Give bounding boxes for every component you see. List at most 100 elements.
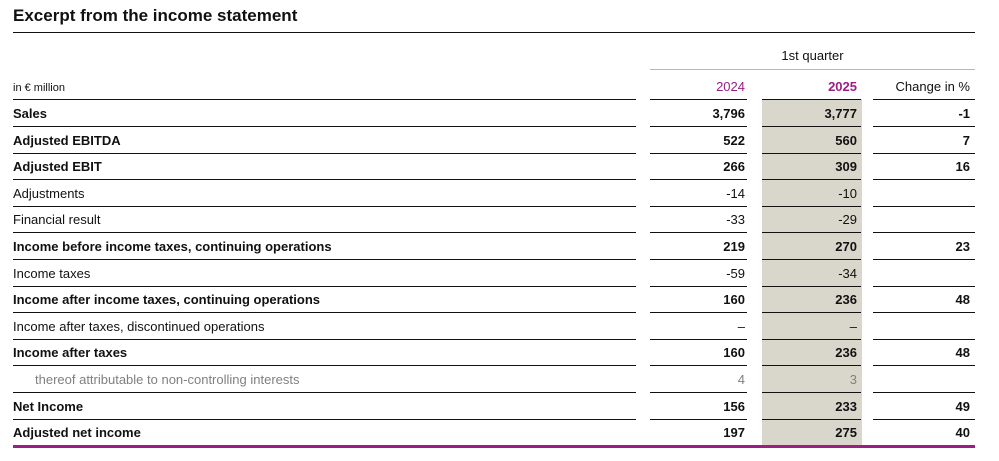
row-divider <box>873 179 975 181</box>
row-divider <box>873 126 975 127</box>
value-change: 40 <box>955 425 970 441</box>
value-2024: 160 <box>723 345 745 361</box>
row-divider <box>873 259 975 260</box>
period-label: 1st quarter <box>781 48 844 63</box>
value-2025: 560 <box>835 132 857 148</box>
title-divider <box>13 32 975 33</box>
row-divider <box>650 179 747 181</box>
value-2024: 3,796 <box>712 106 745 121</box>
row-divider <box>762 126 861 127</box>
value-change: 48 <box>955 292 970 308</box>
value-2024: – <box>737 318 745 334</box>
table-row: Adjusted net income 197 275 40 <box>0 419 999 446</box>
row-divider <box>13 179 636 181</box>
row-label: Financial result <box>13 212 101 228</box>
row-label: Sales <box>13 106 47 121</box>
row-divider <box>873 232 975 234</box>
table-row: Income taxes -59 -34 <box>0 260 999 287</box>
row-divider <box>873 418 975 420</box>
row-divider <box>762 179 861 181</box>
value-2024: 4 <box>737 372 745 387</box>
table-row: Adjusted EBIT 266 309 16 <box>0 153 999 181</box>
value-2025: 275 <box>835 425 857 441</box>
row-divider <box>762 259 861 260</box>
row-divider <box>650 392 747 393</box>
value-change: 49 <box>955 398 970 414</box>
page-title: Excerpt from the income statement <box>13 6 298 25</box>
row-divider <box>13 259 636 260</box>
column-header-2025: 2025 <box>828 79 857 94</box>
row-label: Adjusted EBIT <box>13 159 102 175</box>
row-divider <box>13 152 636 154</box>
period-divider <box>650 69 975 70</box>
row-divider <box>762 392 861 393</box>
row-divider <box>13 285 636 287</box>
column-header-change: Change in % <box>895 79 970 94</box>
table-row: Adjusted EBITDA 522 560 7 <box>0 127 999 154</box>
row-divider <box>650 152 747 154</box>
row-divider <box>762 418 861 420</box>
row-divider <box>873 285 975 287</box>
row-divider <box>873 152 975 154</box>
row-divider <box>650 338 747 340</box>
table-row: thereof attributable to non-controlling … <box>0 366 999 393</box>
value-2025: -10 <box>838 185 857 201</box>
value-change: 23 <box>955 239 970 254</box>
row-label: Income before income taxes, continuing o… <box>13 239 332 254</box>
header-divider <box>873 99 975 100</box>
row-divider <box>13 365 636 367</box>
table-row: Financial result -33 -29 <box>0 206 999 234</box>
row-divider <box>650 126 747 127</box>
value-2025: -29 <box>838 212 857 228</box>
row-divider <box>650 259 747 260</box>
row-divider <box>762 205 861 207</box>
table-row: Net Income 156 233 49 <box>0 393 999 420</box>
row-divider <box>13 312 636 314</box>
table-row: Sales 3,796 3,777 -1 <box>0 100 999 127</box>
row-divider <box>762 232 861 234</box>
value-2024: -33 <box>726 212 745 228</box>
value-2025: 3 <box>849 372 857 387</box>
row-divider <box>873 365 975 367</box>
row-label: Adjusted EBITDA <box>13 132 121 148</box>
row-divider <box>13 205 636 207</box>
column-header-2024: 2024 <box>716 79 745 94</box>
header-divider <box>13 99 636 100</box>
value-2024: 266 <box>723 159 745 175</box>
row-divider <box>762 365 861 367</box>
row-divider <box>13 126 636 127</box>
row-divider <box>650 205 747 207</box>
value-2025: – <box>849 318 857 334</box>
value-2025: 236 <box>835 345 857 361</box>
unit-label: in € million <box>13 82 65 94</box>
row-divider <box>650 312 747 314</box>
table-row: Income after income taxes, continuing op… <box>0 286 999 314</box>
row-divider <box>650 418 747 420</box>
row-divider <box>873 312 975 314</box>
value-2025: -34 <box>838 265 857 281</box>
row-divider <box>13 418 636 420</box>
row-divider <box>762 152 861 154</box>
row-divider <box>13 232 636 234</box>
row-label: Income taxes <box>13 265 91 281</box>
table-row: Income before income taxes, continuing o… <box>0 233 999 260</box>
value-change: 16 <box>955 159 970 175</box>
row-label: Net Income <box>13 398 84 414</box>
table-row: Income after taxes 160 236 48 <box>0 339 999 367</box>
value-2024: 522 <box>723 132 745 148</box>
value-2024: 197 <box>723 425 745 441</box>
value-2025: 3,777 <box>824 106 857 121</box>
value-2025: 309 <box>835 159 857 175</box>
row-divider <box>650 365 747 367</box>
value-2025: 233 <box>835 398 857 414</box>
row-label: Income after taxes, discontinued operati… <box>13 318 265 334</box>
row-label: Income after income taxes, continuing op… <box>13 292 321 308</box>
value-2025: 236 <box>835 292 857 308</box>
value-2024: 156 <box>723 398 745 414</box>
value-2024: 219 <box>723 239 745 254</box>
value-change: 48 <box>955 345 970 361</box>
row-divider <box>762 285 861 287</box>
row-divider <box>762 338 861 340</box>
row-divider <box>873 205 975 207</box>
